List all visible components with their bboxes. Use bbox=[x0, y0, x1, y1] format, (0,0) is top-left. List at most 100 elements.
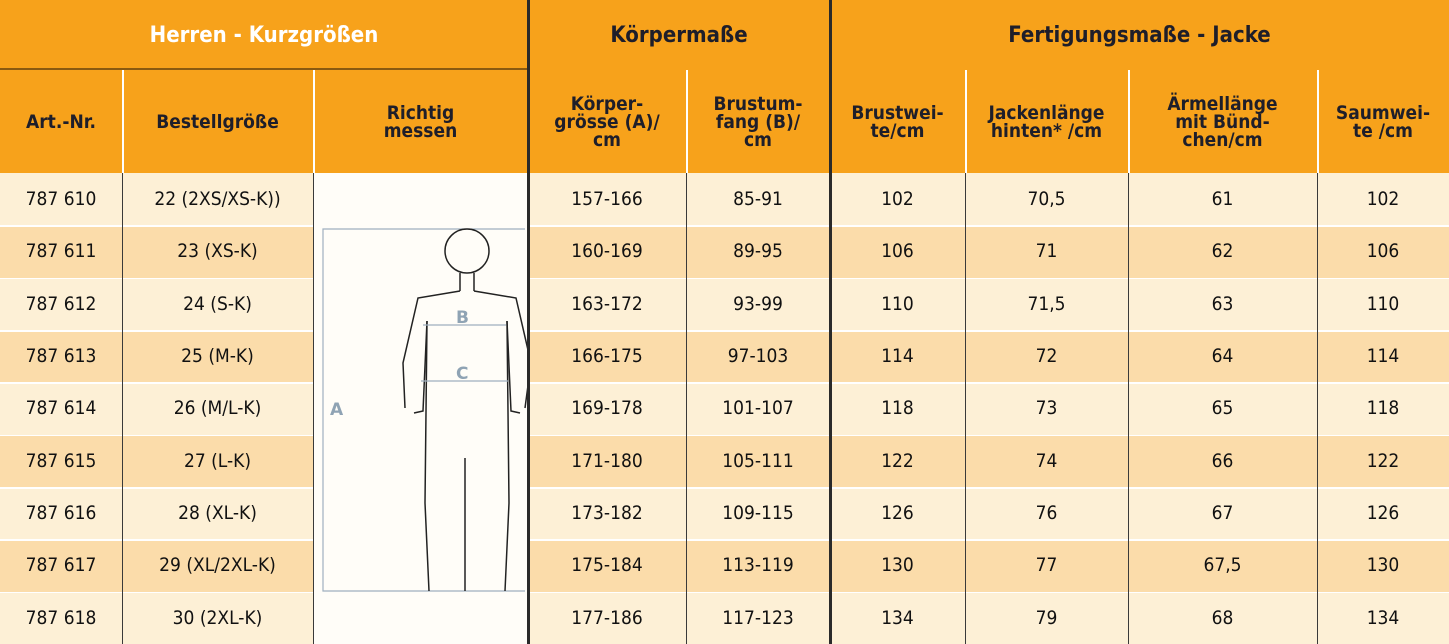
cell: 64 bbox=[1128, 330, 1317, 383]
cell: 62 bbox=[1128, 225, 1317, 278]
column-header: Brustum- fang (B)/ cm bbox=[686, 70, 830, 173]
cell: 117-123 bbox=[686, 591, 830, 644]
column-header: Saumwei- te /cm bbox=[1317, 70, 1449, 173]
cell: 134 bbox=[1317, 591, 1449, 644]
col-divider bbox=[1317, 173, 1319, 644]
cell: 122 bbox=[830, 434, 965, 487]
cell: 76 bbox=[965, 487, 1128, 540]
cell: 787 615 bbox=[0, 434, 122, 487]
header-divider bbox=[965, 70, 967, 173]
cell: 71 bbox=[965, 225, 1128, 278]
cell: 171-180 bbox=[528, 434, 686, 487]
cell: 166-175 bbox=[528, 330, 686, 383]
group-header: Herren - Kurzgrößen bbox=[0, 0, 528, 70]
cell: 113-119 bbox=[686, 539, 830, 592]
column-header: Bestellgröße bbox=[122, 70, 313, 173]
column-header: Ärmellänge mit Bünd- chen/cm bbox=[1128, 70, 1317, 173]
cell: 105-111 bbox=[686, 434, 830, 487]
cell: 787 616 bbox=[0, 487, 122, 540]
cell: 26 (M/L-K) bbox=[122, 382, 313, 435]
header-divider bbox=[1128, 70, 1130, 173]
cell: 126 bbox=[830, 487, 965, 540]
header-divider bbox=[313, 70, 315, 173]
cell: 23 (XS-K) bbox=[122, 225, 313, 278]
cell: 71,5 bbox=[965, 277, 1128, 330]
col-divider bbox=[313, 173, 315, 644]
cell: 114 bbox=[830, 330, 965, 383]
cell: 118 bbox=[1317, 382, 1449, 435]
cell: 106 bbox=[830, 225, 965, 278]
column-header: Körper- grösse (A)/ cm bbox=[528, 70, 686, 173]
cell: 118 bbox=[830, 382, 965, 435]
header-rule bbox=[0, 68, 528, 70]
column-header: Art.-Nr. bbox=[0, 70, 122, 173]
cell: 126 bbox=[1317, 487, 1449, 540]
label-c: C bbox=[456, 364, 468, 384]
row-rule bbox=[0, 434, 1449, 437]
cell: 66 bbox=[1128, 434, 1317, 487]
column-header: Jackenlänge hinten* /cm bbox=[965, 70, 1128, 173]
cell: 74 bbox=[965, 434, 1128, 487]
label-a: A bbox=[330, 400, 344, 420]
cell: 787 618 bbox=[0, 591, 122, 644]
row-rule bbox=[0, 330, 1449, 332]
cell: 122 bbox=[1317, 434, 1449, 487]
cell: 30 (2XL-K) bbox=[122, 591, 313, 644]
cell: 68 bbox=[1128, 591, 1317, 644]
cell: 787 612 bbox=[0, 277, 122, 330]
cell: 28 (XL-K) bbox=[122, 487, 313, 540]
col-divider bbox=[1128, 173, 1130, 644]
cell: 102 bbox=[1317, 173, 1449, 226]
cell: 67,5 bbox=[1128, 539, 1317, 592]
cell: 787 610 bbox=[0, 173, 122, 226]
cell: 177-186 bbox=[528, 591, 686, 644]
group-header: Fertigungsmaße - Jacke bbox=[830, 0, 1449, 70]
cell: 89-95 bbox=[686, 225, 830, 278]
cell: 22 (2XS/XS-K)) bbox=[122, 173, 313, 226]
header-divider bbox=[1317, 70, 1319, 173]
cell: 160-169 bbox=[528, 225, 686, 278]
column-header: Richtig messen bbox=[313, 70, 528, 173]
col-divider bbox=[122, 173, 124, 644]
cell: 27 (L-K) bbox=[122, 434, 313, 487]
group-header: Körpermaße bbox=[528, 0, 830, 70]
cell: 106 bbox=[1317, 225, 1449, 278]
cell: 109-115 bbox=[686, 487, 830, 540]
cell: 787 613 bbox=[0, 330, 122, 383]
cell: 175-184 bbox=[528, 539, 686, 592]
cell: 130 bbox=[1317, 539, 1449, 592]
cell: 134 bbox=[830, 591, 965, 644]
cell: 25 (M-K) bbox=[122, 330, 313, 383]
cell: 65 bbox=[1128, 382, 1317, 435]
cell: 85-91 bbox=[686, 173, 830, 226]
cell: 63 bbox=[1128, 277, 1317, 330]
cell: 77 bbox=[965, 539, 1128, 592]
cell: 101-107 bbox=[686, 382, 830, 435]
col-divider bbox=[965, 173, 967, 644]
cell: 163-172 bbox=[528, 277, 686, 330]
row-rule bbox=[0, 591, 1449, 594]
row-rule bbox=[0, 277, 1449, 280]
cell: 110 bbox=[1317, 277, 1449, 330]
cell: 29 (XL/2XL-K) bbox=[122, 539, 313, 592]
cell: 173-182 bbox=[528, 487, 686, 540]
cell: 79 bbox=[965, 591, 1128, 644]
measure-figure: A B C bbox=[322, 228, 528, 592]
row-rule bbox=[0, 225, 1449, 227]
header-divider bbox=[122, 70, 124, 173]
cell: 787 617 bbox=[0, 539, 122, 592]
row-rule bbox=[0, 487, 1449, 489]
cell: 73 bbox=[965, 382, 1128, 435]
group-divider bbox=[526, 0, 530, 644]
cell: 67 bbox=[1128, 487, 1317, 540]
cell: 70,5 bbox=[965, 173, 1128, 226]
cell: 24 (S-K) bbox=[122, 277, 313, 330]
col-divider bbox=[686, 173, 688, 644]
row-rule bbox=[0, 539, 1449, 541]
cell: 102 bbox=[830, 173, 965, 226]
cell: 93-99 bbox=[686, 277, 830, 330]
header-divider bbox=[686, 70, 688, 173]
cell: 72 bbox=[965, 330, 1128, 383]
cell: 787 614 bbox=[0, 382, 122, 435]
